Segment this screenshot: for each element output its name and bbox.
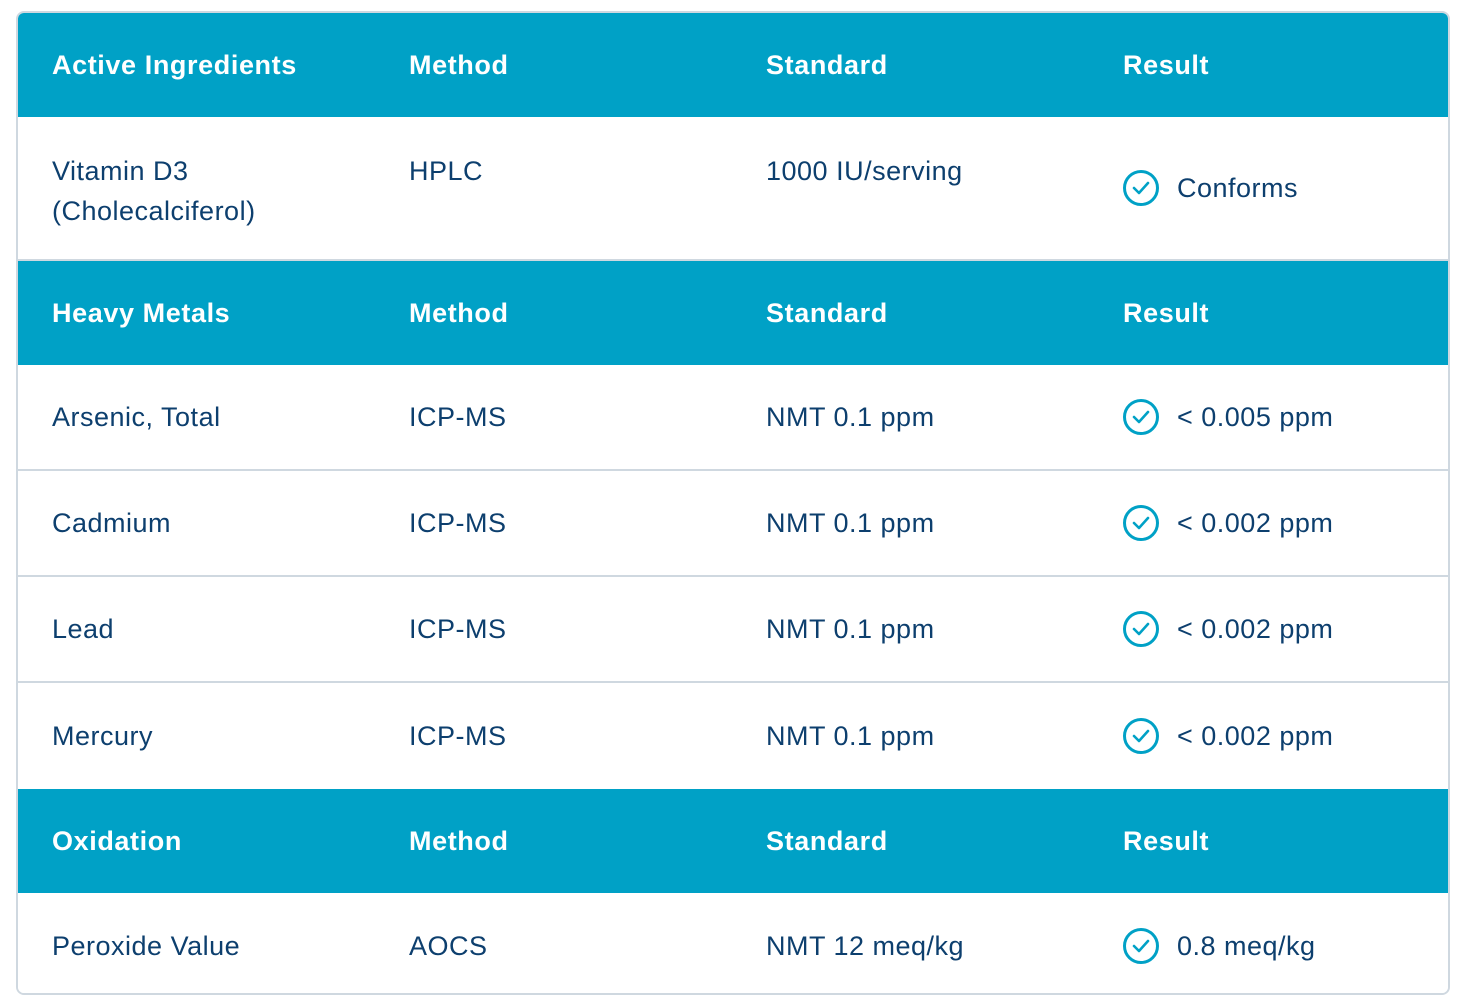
- section-header-active-ingredients: Active Ingredients Method Standard Resul…: [18, 13, 1448, 117]
- header-standard: Standard: [766, 825, 888, 856]
- header-method: Method: [409, 825, 509, 856]
- row-result: < 0.002 ppm: [1089, 683, 1448, 789]
- row-method: ICP-MS: [409, 720, 507, 751]
- row-method: HPLC: [409, 156, 484, 186]
- row-standard: NMT 0.1 ppm: [766, 401, 935, 432]
- row-result: Conforms: [1089, 117, 1448, 259]
- row-standard: NMT 12 meq/kg: [766, 930, 965, 961]
- section-header-heavy-metals: Heavy Metals Method Standard Result: [18, 261, 1448, 365]
- check-circle-icon: [1123, 505, 1159, 541]
- header-category: Heavy Metals: [52, 297, 231, 328]
- table-row: Lead ICP-MS NMT 0.1 ppm < 0.002 ppm: [18, 577, 1448, 683]
- row-result-text: < 0.002 ppm: [1177, 720, 1334, 751]
- row-method: AOCS: [409, 930, 488, 961]
- check-circle-icon: [1123, 928, 1159, 964]
- row-name-line1: Vitamin D3: [52, 156, 189, 186]
- table-row: Cadmium ICP-MS NMT 0.1 ppm < 0.002 ppm: [18, 471, 1448, 577]
- row-result: < 0.005 ppm: [1089, 365, 1448, 469]
- header-method: Method: [409, 297, 509, 328]
- row-result-text: Conforms: [1177, 172, 1299, 203]
- check-circle-icon: [1123, 718, 1159, 754]
- row-result-text: < 0.002 ppm: [1177, 613, 1334, 644]
- row-standard: NMT 0.1 ppm: [766, 720, 935, 751]
- header-result: Result: [1123, 825, 1210, 856]
- row-standard: 1000 IU/serving: [766, 156, 963, 186]
- check-circle-icon: [1123, 611, 1159, 647]
- row-name: Cadmium: [52, 507, 172, 538]
- test-results-table: Active Ingredients Method Standard Resul…: [16, 11, 1450, 995]
- row-standard: NMT 0.1 ppm: [766, 613, 935, 644]
- table-row: Peroxide Value AOCS NMT 12 meq/kg 0.8 me…: [18, 893, 1448, 993]
- table-row: Arsenic, Total ICP-MS NMT 0.1 ppm < 0.00…: [18, 365, 1448, 471]
- row-result-text: < 0.005 ppm: [1177, 401, 1334, 432]
- row-name: Mercury: [52, 720, 154, 751]
- row-result: 0.8 meq/kg: [1089, 893, 1448, 993]
- row-method: ICP-MS: [409, 507, 507, 538]
- row-name: Vitamin D3 (Cholecalciferol): [18, 117, 375, 259]
- section-header-oxidation: Oxidation Method Standard Result: [18, 789, 1448, 893]
- header-category: Oxidation: [52, 825, 182, 856]
- row-name: Peroxide Value: [52, 930, 241, 961]
- header-result: Result: [1123, 297, 1210, 328]
- row-result: < 0.002 ppm: [1089, 471, 1448, 575]
- check-circle-icon: [1123, 399, 1159, 435]
- header-standard: Standard: [766, 49, 888, 80]
- table-row: Mercury ICP-MS NMT 0.1 ppm < 0.002 ppm: [18, 683, 1448, 789]
- row-result-text: < 0.002 ppm: [1177, 507, 1334, 538]
- row-method: ICP-MS: [409, 401, 507, 432]
- header-method: Method: [409, 49, 509, 80]
- row-result-text: 0.8 meq/kg: [1177, 930, 1316, 961]
- check-circle-icon: [1123, 170, 1159, 206]
- row-method: ICP-MS: [409, 613, 507, 644]
- header-category: Active Ingredients: [52, 49, 297, 80]
- row-result: < 0.002 ppm: [1089, 577, 1448, 681]
- row-standard: NMT 0.1 ppm: [766, 507, 935, 538]
- header-result: Result: [1123, 49, 1210, 80]
- table-row: Vitamin D3 (Cholecalciferol) HPLC 1000 I…: [18, 117, 1448, 261]
- header-standard: Standard: [766, 297, 888, 328]
- row-name: Arsenic, Total: [52, 401, 221, 432]
- row-name-line2: (Cholecalciferol): [52, 196, 256, 226]
- row-name: Lead: [52, 613, 115, 644]
